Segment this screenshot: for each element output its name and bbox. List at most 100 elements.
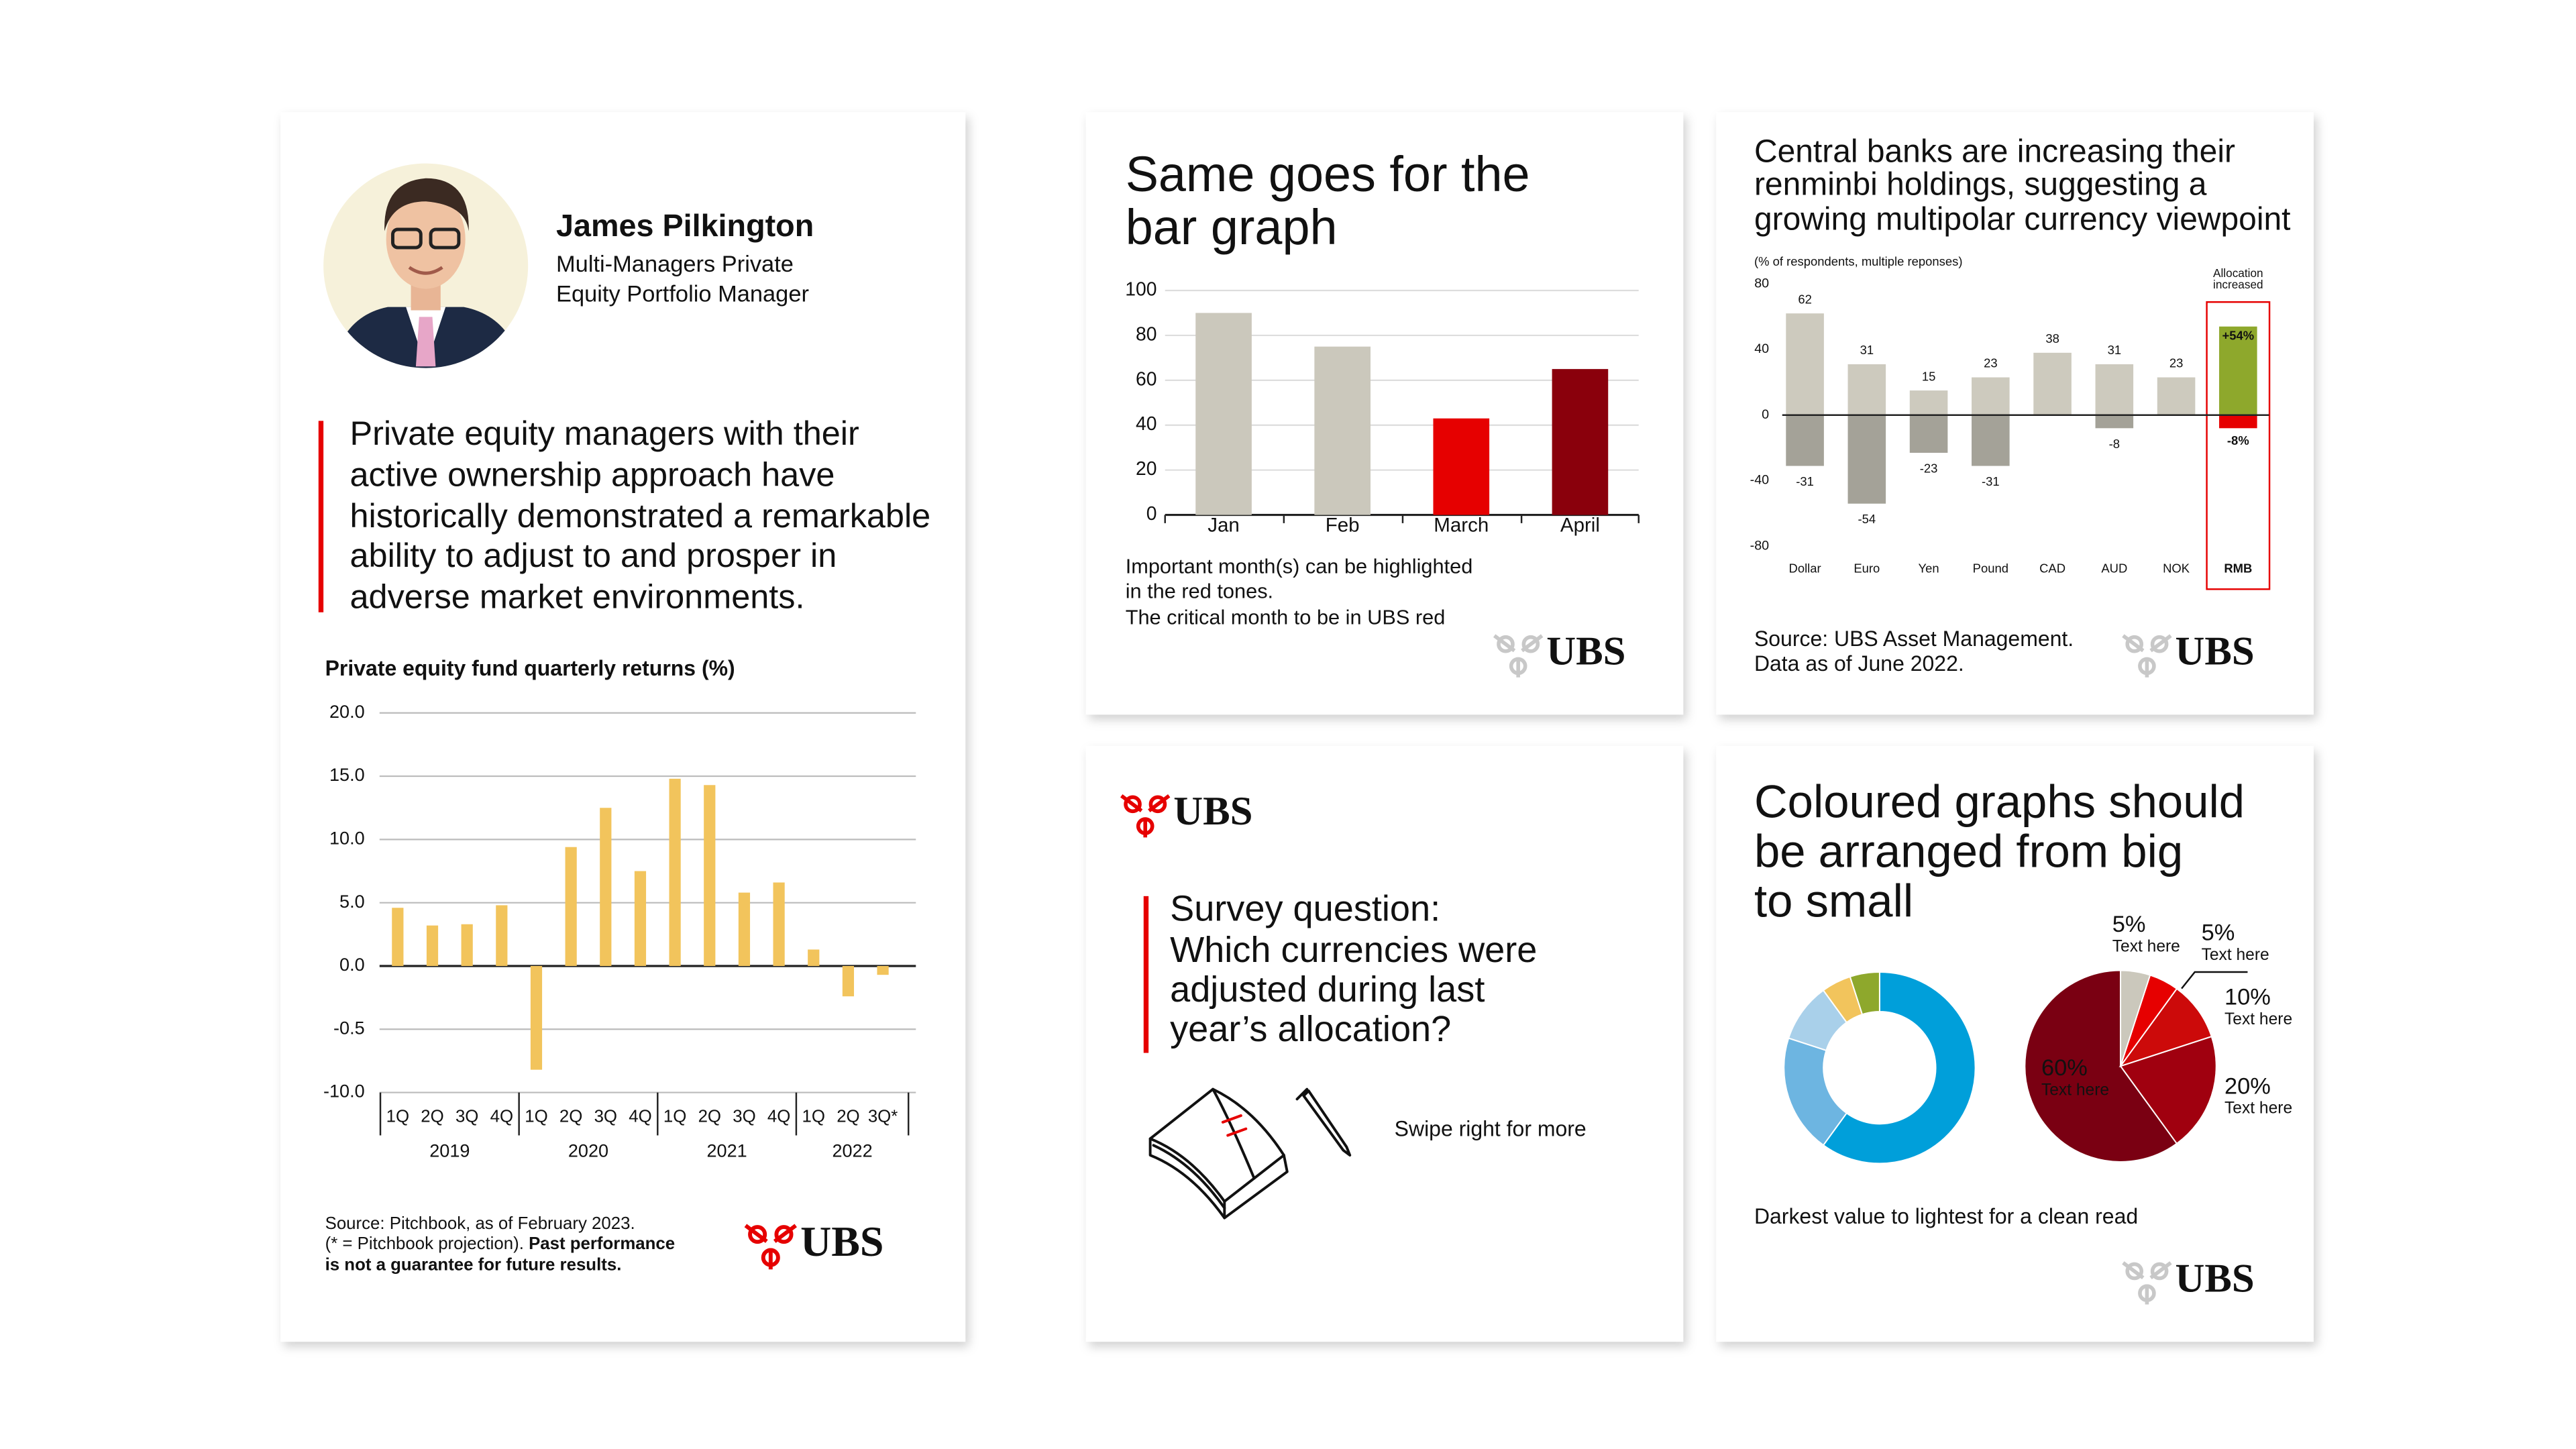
card-title: Coloured graphs should bbox=[1754, 776, 2245, 828]
bar bbox=[2095, 415, 2134, 429]
quote: historically demonstrated a remarkable bbox=[350, 496, 931, 535]
value-label: -8% bbox=[2227, 433, 2249, 447]
x-tick-label: 2Q bbox=[698, 1107, 721, 1126]
x-tick-label: Euro bbox=[1854, 561, 1880, 576]
profile-name: James Pilkington bbox=[556, 208, 814, 243]
y-tick-label: 15.0 bbox=[329, 765, 365, 785]
logo: UBS bbox=[744, 1218, 883, 1270]
value-label: 60% bbox=[2041, 1055, 2088, 1081]
x-tick-label: 2Q bbox=[837, 1107, 859, 1126]
pie-slice bbox=[2024, 969, 2178, 1163]
profile-role: Multi-Managers Private bbox=[556, 252, 794, 277]
question: Which currencies were bbox=[1170, 930, 1537, 970]
key-bow bbox=[2125, 635, 2144, 653]
y-tick-label: 60 bbox=[1136, 368, 1157, 389]
value-label: -54 bbox=[1858, 512, 1876, 526]
key-bow bbox=[774, 1225, 794, 1244]
key-bow bbox=[1497, 635, 1515, 653]
quote: active ownership approach have bbox=[350, 455, 835, 493]
value-label: 5% bbox=[2112, 912, 2146, 937]
swipe-hint: Swipe right for more bbox=[1395, 1117, 1587, 1141]
source: Data as of June 2022. bbox=[1754, 651, 1964, 676]
key-shaft bbox=[744, 1224, 768, 1243]
x-tick-label: AUD bbox=[2101, 561, 2127, 576]
card-title: renminbi holdings, suggesting a bbox=[1754, 167, 2207, 203]
bar bbox=[1786, 415, 1824, 466]
key-bow bbox=[1148, 795, 1167, 814]
bar bbox=[738, 892, 751, 966]
value-label: 23 bbox=[2169, 356, 2184, 370]
bar bbox=[2219, 415, 2257, 429]
value-label: 23 bbox=[1984, 356, 1998, 370]
logo-text: UBS bbox=[800, 1218, 883, 1265]
bar bbox=[842, 965, 855, 997]
pie-slice bbox=[2120, 974, 2178, 1067]
x-tick-label: Yen bbox=[1919, 561, 1939, 576]
y-tick-label: 20 bbox=[1136, 458, 1157, 479]
bar bbox=[426, 925, 439, 966]
key-bow bbox=[2150, 635, 2169, 653]
group-label: 2022 bbox=[832, 1140, 872, 1161]
x-tick-label: 1Q bbox=[802, 1107, 825, 1126]
x-tick-label: 2Q bbox=[421, 1107, 443, 1126]
notebook-icon bbox=[1148, 1087, 1352, 1220]
group-label: 2019 bbox=[429, 1140, 470, 1161]
card bbox=[1085, 745, 1684, 1342]
question: Survey question: bbox=[1170, 888, 1440, 928]
x-tick-label: Jan bbox=[1208, 515, 1240, 537]
donut-segment bbox=[1783, 1037, 1848, 1146]
x-tick-label: 3Q bbox=[733, 1107, 755, 1126]
annotation: Allocation bbox=[2213, 266, 2263, 280]
y-tick-label: 0 bbox=[1762, 407, 1769, 422]
card-title: Same goes for the bbox=[1126, 146, 1530, 202]
y-tick-label: -40 bbox=[1750, 473, 1769, 488]
key-shaft bbox=[2149, 634, 2172, 653]
slice-label: Text here bbox=[2224, 1010, 2292, 1028]
source: Source: UBS Asset Management. bbox=[1754, 627, 2074, 651]
question: adjusted during last bbox=[1170, 969, 1485, 1010]
bar bbox=[704, 785, 716, 966]
x-tick-label: 1Q bbox=[525, 1107, 547, 1126]
slice-label: Text here bbox=[2112, 938, 2180, 956]
bar bbox=[461, 924, 473, 966]
key-bow bbox=[2125, 1262, 2144, 1281]
x-tick-label: 3Q bbox=[455, 1107, 478, 1126]
accent-bar bbox=[1143, 896, 1149, 1053]
bar bbox=[2219, 326, 2257, 415]
y-tick-label: 20.0 bbox=[329, 702, 365, 722]
y-tick-label: 40 bbox=[1136, 413, 1157, 434]
bar bbox=[634, 871, 647, 966]
card-title: be arranged from big bbox=[1754, 826, 2183, 877]
value-label: 62 bbox=[1798, 292, 1812, 306]
group-label: 2021 bbox=[707, 1140, 747, 1161]
key-bow bbox=[2150, 1262, 2169, 1281]
value-label: 15 bbox=[1922, 369, 1936, 383]
bar bbox=[808, 949, 820, 966]
profile-role: Equity Portfolio Manager bbox=[556, 282, 809, 307]
source: (* = Pitchbook projection). Past perform… bbox=[325, 1234, 676, 1253]
source-bold: is not a guarantee for future results. bbox=[325, 1256, 622, 1275]
x-tick-label: 4Q bbox=[629, 1107, 651, 1126]
group-label: 2020 bbox=[568, 1140, 608, 1161]
bar bbox=[1314, 346, 1371, 515]
key-bow bbox=[1521, 635, 1540, 653]
x-tick-label: 4Q bbox=[490, 1107, 513, 1126]
value-label: -8 bbox=[2109, 437, 2120, 451]
bar bbox=[600, 808, 612, 966]
key-shaft bbox=[1521, 634, 1544, 653]
bar bbox=[1552, 369, 1609, 515]
x-tick-label: March bbox=[1434, 515, 1489, 537]
bar bbox=[2157, 377, 2196, 415]
source-bold: Past performance bbox=[529, 1234, 675, 1253]
card-title: Central banks are increasing their bbox=[1754, 134, 2235, 170]
value-label: 38 bbox=[2045, 331, 2059, 345]
pie-slice bbox=[2118, 987, 2212, 1068]
bar bbox=[2095, 364, 2134, 415]
x-tick-label: Dollar bbox=[1789, 561, 1821, 576]
caption: Darkest value to lightest for a clean re… bbox=[1754, 1204, 2138, 1228]
quote: Private equity managers with their bbox=[350, 414, 859, 452]
key-shaft bbox=[1493, 634, 1516, 653]
logo: UBS bbox=[2122, 1256, 2255, 1305]
source: Source: Pitchbook, as of February 2023. bbox=[325, 1214, 635, 1233]
question: year’s allocation? bbox=[1170, 1009, 1451, 1049]
